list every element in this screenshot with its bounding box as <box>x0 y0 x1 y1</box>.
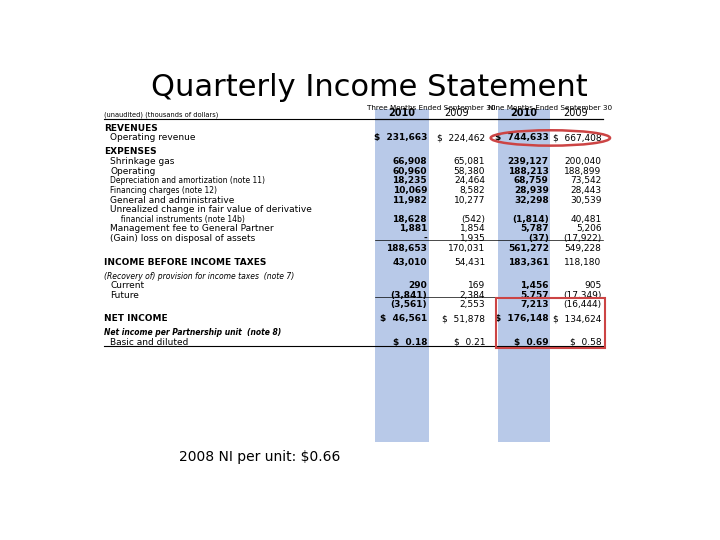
Text: Current: Current <box>110 281 144 290</box>
Text: 2,553: 2,553 <box>459 300 485 309</box>
Text: Nine Months Ended September 30: Nine Months Ended September 30 <box>488 105 613 111</box>
Text: 1,881: 1,881 <box>399 225 427 233</box>
Text: $  0.18: $ 0.18 <box>392 338 427 347</box>
Bar <box>498 109 550 442</box>
Text: 18,628: 18,628 <box>392 215 427 224</box>
Text: 2010: 2010 <box>388 108 415 118</box>
Text: Quarterly Income Statement: Quarterly Income Statement <box>150 72 588 102</box>
Text: 54,431: 54,431 <box>454 258 485 267</box>
Text: 1,935: 1,935 <box>459 234 485 243</box>
Text: $  134,624: $ 134,624 <box>553 314 601 323</box>
Text: 10,069: 10,069 <box>392 186 427 195</box>
Text: $  176,148: $ 176,148 <box>495 314 549 323</box>
Text: 58,380: 58,380 <box>454 167 485 176</box>
Text: (37): (37) <box>528 234 549 243</box>
Text: Depreciation and amortization (note 11): Depreciation and amortization (note 11) <box>110 176 265 185</box>
Text: 43,010: 43,010 <box>392 258 427 267</box>
Text: 118,180: 118,180 <box>564 258 601 267</box>
Text: Shrinkage gas: Shrinkage gas <box>110 157 174 166</box>
Text: 11,982: 11,982 <box>392 195 427 205</box>
Text: 7,213: 7,213 <box>521 300 549 309</box>
Text: 183,361: 183,361 <box>508 258 549 267</box>
Text: 169: 169 <box>468 281 485 290</box>
Text: 65,081: 65,081 <box>454 157 485 166</box>
Text: EXPENSES: EXPENSES <box>104 147 156 157</box>
Text: Future: Future <box>110 291 139 300</box>
Text: 561,272: 561,272 <box>508 244 549 253</box>
Text: Financing charges (note 12): Financing charges (note 12) <box>110 186 217 195</box>
Text: $  51,878: $ 51,878 <box>442 314 485 323</box>
Text: (17,349): (17,349) <box>563 291 601 300</box>
Text: (16,444): (16,444) <box>563 300 601 309</box>
Text: (Recovery of) provision for income taxes  (note 7): (Recovery of) provision for income taxes… <box>104 272 294 281</box>
Text: -: - <box>423 234 427 243</box>
Text: Operating revenue: Operating revenue <box>110 133 196 143</box>
Text: $  224,462: $ 224,462 <box>437 133 485 143</box>
Text: 5,206: 5,206 <box>576 225 601 233</box>
Text: financial instruments (note 14b): financial instruments (note 14b) <box>117 215 246 224</box>
Text: 1,854: 1,854 <box>459 225 485 233</box>
Bar <box>496 298 605 348</box>
Text: 2008 NI per unit: $0.66: 2008 NI per unit: $0.66 <box>179 450 341 464</box>
Text: $  46,561: $ 46,561 <box>380 314 427 323</box>
Text: 68,759: 68,759 <box>514 176 549 185</box>
Text: $  744,633: $ 744,633 <box>495 133 549 143</box>
Text: $  0.69: $ 0.69 <box>514 338 549 347</box>
Text: Net income per Partnership unit  (note 8): Net income per Partnership unit (note 8) <box>104 328 282 338</box>
Text: 5,787: 5,787 <box>520 225 549 233</box>
Text: 40,481: 40,481 <box>570 215 601 224</box>
Text: 2010: 2010 <box>510 108 538 118</box>
Text: 30,539: 30,539 <box>570 195 601 205</box>
Text: Three Months Ended September 30: Three Months Ended September 30 <box>366 105 495 111</box>
Text: $  0.21: $ 0.21 <box>454 338 485 347</box>
Text: 8,582: 8,582 <box>459 186 485 195</box>
Text: 66,908: 66,908 <box>392 157 427 166</box>
Text: 290: 290 <box>408 281 427 290</box>
Text: 73,542: 73,542 <box>570 176 601 185</box>
Text: $  667,408: $ 667,408 <box>553 133 601 143</box>
Text: Management fee to General Partner: Management fee to General Partner <box>110 225 274 233</box>
Text: 32,298: 32,298 <box>514 195 549 205</box>
Text: 170,031: 170,031 <box>448 244 485 253</box>
Text: INCOME BEFORE INCOME TAXES: INCOME BEFORE INCOME TAXES <box>104 258 266 267</box>
Text: 188,213: 188,213 <box>508 167 549 176</box>
Text: (3,841): (3,841) <box>390 291 427 300</box>
Text: 2009: 2009 <box>563 108 588 118</box>
Text: 2,384: 2,384 <box>460 291 485 300</box>
Text: (3,561): (3,561) <box>390 300 427 309</box>
Text: NET INCOME: NET INCOME <box>104 314 168 323</box>
Text: (17,922): (17,922) <box>563 234 601 243</box>
Text: 18,235: 18,235 <box>392 176 427 185</box>
Text: 905: 905 <box>584 281 601 290</box>
Text: 24,464: 24,464 <box>454 176 485 185</box>
Bar <box>375 109 428 442</box>
Text: (Gain) loss on disposal of assets: (Gain) loss on disposal of assets <box>110 234 256 243</box>
Text: Basic and diluted: Basic and diluted <box>110 338 189 347</box>
Text: $  231,663: $ 231,663 <box>374 133 427 143</box>
Text: Unrealized change in fair value of derivative: Unrealized change in fair value of deriv… <box>110 205 312 214</box>
Text: (542): (542) <box>462 215 485 224</box>
Text: 188,653: 188,653 <box>386 244 427 253</box>
Text: 188,899: 188,899 <box>564 167 601 176</box>
Text: 239,127: 239,127 <box>508 157 549 166</box>
Text: REVENUES: REVENUES <box>104 124 158 133</box>
Text: General and administrative: General and administrative <box>110 195 235 205</box>
Text: $  0.58: $ 0.58 <box>570 338 601 347</box>
Text: 60,960: 60,960 <box>392 167 427 176</box>
Text: (unaudited) (thousands of dollars): (unaudited) (thousands of dollars) <box>104 111 218 118</box>
Text: 5,757: 5,757 <box>520 291 549 300</box>
Text: 28,443: 28,443 <box>570 186 601 195</box>
Text: 549,228: 549,228 <box>564 244 601 253</box>
Text: (1,814): (1,814) <box>512 215 549 224</box>
Text: 2009: 2009 <box>444 108 469 118</box>
Text: 28,939: 28,939 <box>514 186 549 195</box>
Text: Operating: Operating <box>110 167 156 176</box>
Text: 10,277: 10,277 <box>454 195 485 205</box>
Text: 200,040: 200,040 <box>564 157 601 166</box>
Text: 1,456: 1,456 <box>521 281 549 290</box>
